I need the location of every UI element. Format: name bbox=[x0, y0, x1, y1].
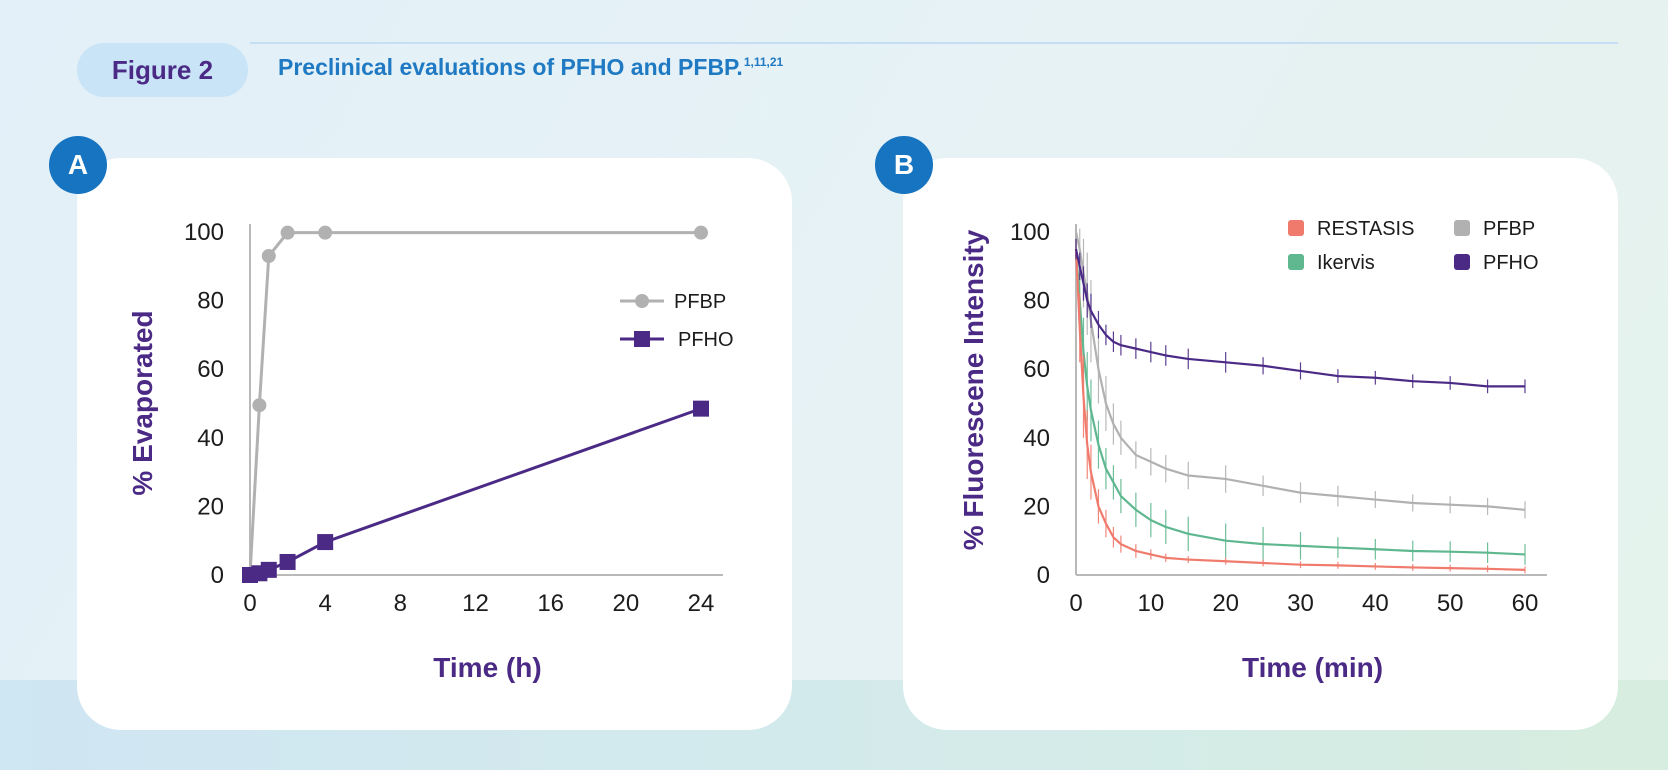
data-point-pfbp bbox=[694, 225, 708, 240]
panel-a-card: 0 4 8 12 16 20 24 0 20 40 60 80 100 Time (h) % Evapora… bbox=[77, 158, 792, 730]
x-tick-label: 12 bbox=[462, 590, 489, 617]
figure-label-text: Figure 2 bbox=[111, 54, 214, 85]
x-tick-label: 20 bbox=[612, 590, 639, 617]
x-tick-label: 8 bbox=[394, 590, 407, 617]
x-tick-label: 0 bbox=[243, 590, 256, 617]
legend-label-pfho: PFHO bbox=[678, 329, 734, 351]
data-point-pfho bbox=[317, 534, 334, 551]
panel-a-chart: 0 4 8 12 16 20 24 0 20 40 60 80 100 Time (h) % Evapora… bbox=[127, 219, 734, 683]
y-tick-label: 0 bbox=[1037, 562, 1050, 589]
panel-b-chart: 0 10 20 30 40 50 60 0 20 40 60 80 100 Time (min) % Flu… bbox=[958, 218, 1547, 683]
legend-swatch-pfho bbox=[1454, 254, 1470, 270]
panel-a-badge: A bbox=[49, 136, 107, 194]
panel-b-badge-label: B bbox=[893, 149, 915, 180]
series-line-pfbp bbox=[248, 231, 701, 576]
y-tick-label: 60 bbox=[197, 356, 224, 383]
data-point-pfho bbox=[260, 561, 277, 578]
legend-swatch-pfbp bbox=[1454, 220, 1470, 236]
y-tick-label: 100 bbox=[184, 219, 224, 246]
x-tick-label: 20 bbox=[1212, 590, 1239, 617]
x-tick-label: 50 bbox=[1437, 590, 1464, 617]
legend-label-restasis: RESTASIS bbox=[1317, 218, 1414, 240]
y-axis-title: % Evaporated bbox=[127, 310, 158, 495]
figure-title-text: Preclinical evaluations of PFHO and PFBP… bbox=[278, 54, 743, 80]
panel-b-card: 0 10 20 30 40 50 60 0 20 40 60 80 100 Time (min) % Flu… bbox=[903, 158, 1618, 730]
data-point-pfbp bbox=[280, 225, 295, 240]
y-tick-label: 40 bbox=[197, 425, 224, 452]
x-tick-label: 4 bbox=[318, 590, 331, 617]
legend-swatch-ikervis bbox=[1288, 254, 1304, 270]
legend-marker-pfho bbox=[634, 331, 650, 347]
data-point-pfho bbox=[693, 400, 709, 417]
data-point-pfbp bbox=[252, 398, 267, 413]
data-point-pfbp bbox=[318, 225, 333, 240]
x-tick-label: 16 bbox=[537, 590, 564, 617]
legend-marker-pfbp bbox=[635, 294, 649, 308]
figure-title: Preclinical evaluations of PFHO and PFBP… bbox=[278, 54, 783, 81]
x-tick-label: 30 bbox=[1287, 590, 1314, 617]
series-line-ikervis bbox=[1074, 249, 1526, 556]
y-tick-label: 80 bbox=[197, 288, 224, 315]
y-tick-label: 0 bbox=[211, 562, 224, 589]
x-tick-label: 40 bbox=[1362, 590, 1389, 617]
legend-label-pfho: PFHO bbox=[1483, 252, 1539, 274]
y-tick-label: 40 bbox=[1023, 425, 1050, 452]
legend-label-pfbp: PFBP bbox=[674, 291, 726, 313]
series-line-pfho bbox=[1074, 248, 1525, 388]
y-tick-label: 80 bbox=[1023, 288, 1050, 315]
y-tick-label: 100 bbox=[1010, 219, 1050, 246]
legend-label-ikervis: Ikervis bbox=[1317, 252, 1375, 274]
data-point-pfho bbox=[279, 553, 296, 570]
figure-label: Figure 2 bbox=[77, 43, 248, 97]
x-tick-label: 60 bbox=[1512, 590, 1539, 617]
legend-label-pfbp: PFBP bbox=[1483, 218, 1535, 240]
header-rule bbox=[250, 42, 1618, 44]
x-tick-label: 24 bbox=[688, 590, 715, 617]
y-tick-label: 20 bbox=[1023, 493, 1050, 520]
figure-title-refs: 1,11,21 bbox=[743, 55, 784, 70]
y-tick-label: 60 bbox=[1023, 356, 1050, 383]
series-line-restasis bbox=[1074, 249, 1526, 571]
x-tick-label: 0 bbox=[1069, 590, 1082, 617]
legend-swatch-restasis bbox=[1288, 220, 1304, 236]
y-tick-label: 20 bbox=[197, 493, 224, 520]
x-axis-title: Time (min) bbox=[1242, 652, 1383, 683]
x-axis-title: Time (h) bbox=[433, 652, 541, 683]
panel-a-badge-label: A bbox=[67, 149, 89, 180]
data-point-pfbp bbox=[261, 249, 276, 264]
panel-b-badge: B bbox=[875, 136, 933, 194]
y-axis-title: % Fluorescene Intensity bbox=[958, 229, 989, 550]
x-tick-label: 10 bbox=[1137, 590, 1164, 617]
